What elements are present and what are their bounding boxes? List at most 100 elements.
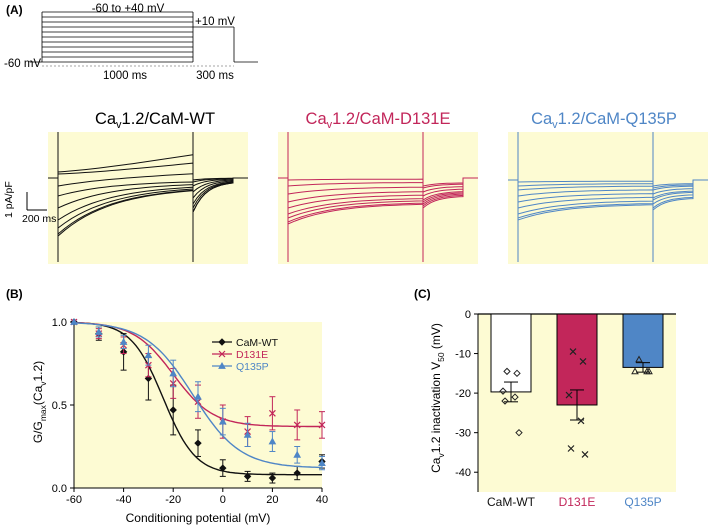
chart-c-bar-q135p [622, 313, 664, 368]
current-trace [48, 177, 248, 238]
chart-b-point-q135p [70, 317, 78, 325]
current-trace [508, 179, 708, 221]
current-trace [508, 179, 708, 215]
current-trace [278, 177, 478, 210]
chart-c-category-label-wt: CaM-WT [487, 495, 536, 509]
current-trace [508, 179, 708, 209]
chart-c-point-wt [503, 367, 511, 376]
current-trace [48, 173, 248, 210]
current-trace [48, 177, 248, 221]
chart-b-x-tick-label: 40 [316, 494, 328, 506]
current-trace [278, 177, 478, 223]
scale-bar: 1 pA/pF 200 ms [3, 181, 56, 225]
chart-c-y-tick-label: -20 [455, 388, 471, 400]
chart-b-xlabel: Conditioning potential (mV) [126, 511, 271, 525]
trace-title-q135p: Cav1.2/CaM-Q135P [531, 110, 677, 131]
panel-a-label: (A) [6, 3, 23, 17]
chart-c-y-tick-label: -40 [455, 467, 471, 479]
protocol-holding-label: -60 mV [4, 58, 41, 70]
panel-c-label: (C) [414, 287, 431, 301]
chart-c-point-d131e [567, 445, 575, 452]
current-trace [278, 177, 478, 207]
chart-b-y-tick-label: 0.5 [52, 400, 67, 412]
chart-c-point-wt [513, 369, 521, 378]
chart-b-point-q135p [94, 327, 103, 335]
current-traces-d131e [278, 132, 478, 262]
chart-c-y-tick-label: -30 [455, 428, 471, 440]
chart-c-ylabel: Cav1.2 inactivation V50 (mV) [429, 323, 446, 473]
chart-b-legend-label-d131e: D131E [236, 349, 268, 361]
chart-c-bar-wt [490, 313, 532, 393]
chart-c-point-wt [515, 428, 523, 437]
chart-b-point-q135p [194, 392, 202, 400]
chart-b-point-q135p [144, 351, 153, 359]
chart-b-point-wt [293, 469, 301, 477]
current-trace [278, 177, 478, 219]
chart-b-point-d131e [293, 421, 301, 429]
trace-title-d131e: Cav1.2/CaM-D131E [306, 110, 451, 131]
chart-b-point-q135p [318, 459, 326, 466]
trace-panel-wt [48, 132, 248, 264]
current-trace [508, 179, 708, 203]
chart-b-legend-marker-q135p [218, 361, 226, 369]
current-trace [508, 179, 708, 201]
chart-b-point-wt [243, 472, 252, 481]
chart-b-y-tick-label: 1.0 [52, 317, 67, 329]
chart-b-legend-marker-wt [218, 338, 226, 346]
chart-b-point-wt [169, 406, 177, 414]
current-traces-wt [48, 132, 248, 262]
chart-c-category-label-q135p: Q135P [624, 495, 661, 509]
current-trace [48, 177, 248, 209]
trace-title-wt: Cav1.2/CaM-WT [95, 110, 215, 131]
chart-c-point-q135p [635, 355, 643, 363]
voltage-protocol: -60 to +40 mV +10 mV -60 mV 1000 ms 300 … [4, 3, 258, 82]
chart-b-point-q135p [243, 430, 252, 438]
protocol-test-label: +10 mV [195, 16, 235, 28]
chart-b-x-tick-label: 20 [266, 494, 278, 506]
chart-c-point-d131e [565, 391, 573, 399]
protocol-conditioning-duration: 1000 ms [103, 70, 147, 82]
chart-c-point-q135p [631, 367, 639, 375]
chart-b-y-tick-label: 0.0 [52, 483, 67, 495]
chart-b-point-q135p [119, 337, 128, 345]
chart-b-point-q135p [268, 437, 277, 445]
current-trace [48, 177, 248, 206]
chart-b-legend-label-wt: CaM-WT [236, 337, 279, 349]
panel-b-label: (B) [6, 287, 23, 301]
protocol-steps [30, 11, 258, 67]
chart-b-legend-marker-d131e [218, 350, 226, 358]
scale-bar-x-label: 200 ms [22, 213, 56, 225]
current-trace [508, 179, 708, 212]
protocol-range-label: -60 to +40 mV [92, 3, 165, 15]
chart-c-category-label-d131e: D131E [559, 495, 596, 509]
current-trace [278, 177, 478, 209]
current-trace [278, 177, 478, 205]
chart-c-y-tick-label: -10 [455, 349, 471, 361]
chart-b-point-q135p [169, 369, 178, 377]
protocol-test-duration: 300 ms [196, 70, 234, 82]
chart-c-point-wt [511, 393, 519, 401]
chart-c-point-d131e [581, 450, 589, 458]
current-trace [48, 162, 248, 213]
current-trace [48, 177, 248, 229]
chart-b-ylabel: G/Gmax(Cav1.2) [31, 361, 48, 443]
scale-bar-y-label: 1 pA/pF [3, 181, 15, 218]
chart-c-point-wt [499, 387, 507, 395]
chart-c-y-tick-label: 0 [465, 309, 471, 321]
chart-b-point-wt [268, 474, 277, 482]
chart-b-point-d131e [268, 409, 276, 417]
chart-b-legend-label-q135p: Q135P [236, 361, 269, 373]
current-traces-q135p [508, 132, 708, 262]
chart-b-x-tick-label: -20 [165, 494, 181, 506]
chart-c-point-d131e [577, 417, 585, 425]
chart-b-x-tick-label: -40 [116, 494, 132, 506]
current-trace [508, 179, 708, 219]
current-trace [508, 179, 708, 209]
chart-c-point-d131e [569, 348, 577, 356]
chart-b-point-q135p [218, 417, 227, 425]
chart-b-point-wt [194, 439, 202, 447]
chart-b-fit-wt [73, 321, 322, 476]
chart-c-point-wt [501, 397, 509, 405]
